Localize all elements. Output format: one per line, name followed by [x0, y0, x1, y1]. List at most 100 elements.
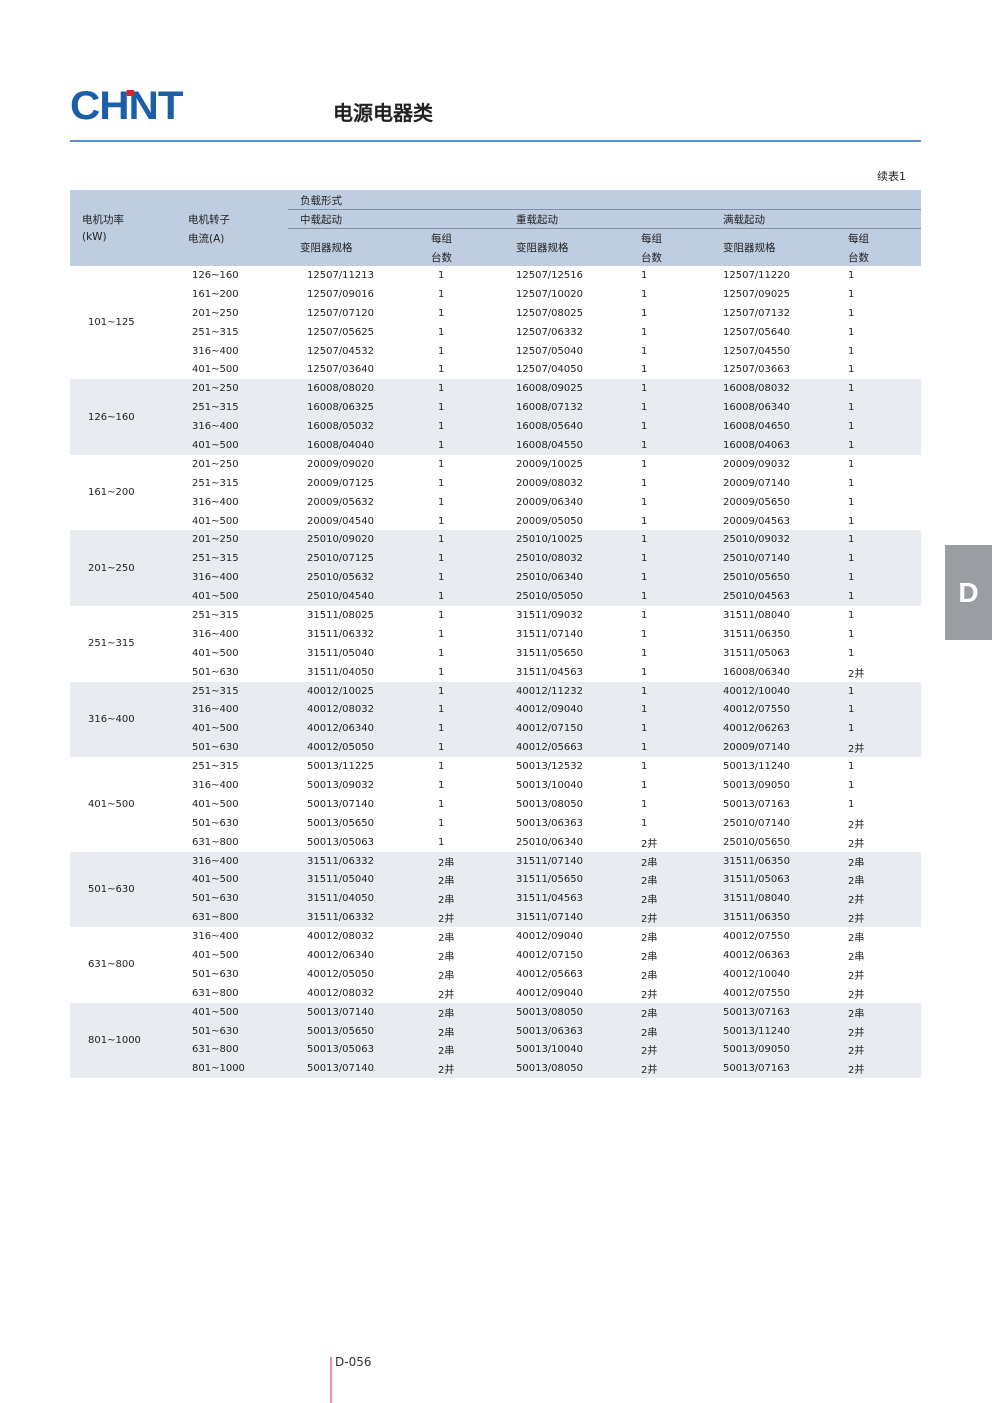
heavy-count-cell: 1 — [641, 609, 648, 621]
table-row: 401~500 12507/03640 1 12507/04050 1 12507/036… — [70, 360, 921, 379]
medium-spec-cell: 12507/04532 — [307, 345, 374, 357]
header-motor-power: 电机功率 — [82, 214, 124, 226]
heavy-spec-cell: 50013/08050 — [506, 1002, 630, 1022]
table-row: 401~500 20009/04540 1 20009/05050 1 20009/045… — [70, 512, 921, 531]
heavy-spec-cell: 40012/11232 — [506, 681, 630, 701]
header-count-2b: 台数 — [641, 252, 662, 264]
heavy-count-cell: 1 — [641, 345, 648, 357]
motor-power-cell: 501~630 — [70, 851, 175, 928]
rotor-current-cell: 631~800 — [175, 1040, 288, 1060]
full-count-cell: 2串 — [835, 1002, 921, 1022]
medium-spec-cell: 12507/03640 — [307, 364, 374, 376]
full-count-cell: 1 — [835, 417, 921, 437]
full-count-cell: 2并 — [848, 668, 865, 680]
heavy-spec-cell: 12507/10020 — [516, 288, 583, 300]
full-spec-cell: 31511/05063 — [723, 647, 790, 659]
table-row: 316~400 12507/04532 1 12507/05040 1 12507/045… — [70, 342, 921, 361]
heavy-spec-cell: 31511/07140 — [506, 908, 630, 928]
full-count-cell: 1 — [848, 288, 855, 300]
medium-count-cell: 1 — [423, 681, 506, 701]
medium-count-cell: 1 — [423, 417, 506, 437]
heavy-spec-cell: 25010/10025 — [506, 530, 630, 550]
medium-spec-cell: 40012/05050 — [288, 738, 423, 758]
heavy-count-cell: 1 — [630, 549, 710, 569]
rotor-current-cell: 631~800 — [192, 987, 239, 999]
motor-power-cell: 101~125 — [88, 317, 135, 329]
rotor-current-cell: 251~315 — [192, 477, 239, 489]
rotor-current-cell: 401~500 — [175, 719, 288, 739]
full-count-cell: 2并 — [835, 889, 921, 909]
rotor-current-cell: 126~160 — [192, 269, 239, 281]
heavy-spec-cell: 20009/06340 — [516, 496, 583, 508]
rotor-current-cell: 401~500 — [192, 515, 239, 527]
medium-count-cell: 1 — [423, 398, 506, 418]
medium-count-cell: 2串 — [438, 970, 455, 982]
rotor-current-cell: 251~315 — [192, 326, 239, 338]
full-spec-cell: 50013/11240 — [710, 1021, 835, 1041]
full-spec-cell: 50013/09050 — [723, 779, 790, 791]
medium-spec-cell: 31511/05040 — [288, 870, 423, 890]
medium-count-cell: 1 — [438, 761, 445, 773]
table-row: 401~500 31511/05040 2串 31511/05650 2串 31511/0… — [70, 870, 921, 890]
table-row: 126~160 201~250 16008/08020 1 16008/09025 1 16… — [70, 379, 921, 455]
heavy-spec-cell: 40012/09040 — [516, 931, 583, 943]
medium-spec-cell: 12507/07120 — [307, 307, 374, 319]
heavy-count-cell: 1 — [641, 269, 648, 281]
rotor-current-cell: 251~315 — [175, 398, 288, 418]
rotor-current-cell: 201~250 — [175, 379, 288, 399]
medium-spec-cell: 25010/05632 — [288, 568, 423, 588]
medium-spec-cell: 20009/09020 — [307, 458, 374, 470]
heavy-spec-cell: 25010/06340 — [506, 568, 630, 588]
heavy-spec-cell: 40012/09040 — [506, 700, 630, 720]
table-row: 631~800 316~400 40012/08032 2串 40012/09040 2串… — [70, 927, 921, 970]
heavy-spec-cell: 50013/10040 — [506, 1040, 630, 1060]
table-row: 316~400 251~315 40012/10025 1 40012/11232 1 40… — [70, 681, 921, 758]
heavy-count-cell: 1 — [630, 681, 710, 701]
rotor-current-cell: 501~630 — [175, 889, 288, 909]
heavy-count-cell: 1 — [641, 761, 648, 773]
rotor-current-cell: 251~315 — [192, 761, 239, 773]
heavy-count-cell: 1 — [641, 647, 648, 659]
rotor-current-cell: 401~500 — [192, 798, 239, 810]
full-spec-cell: 16008/04063 — [710, 436, 835, 455]
table-row: 161~200 12507/09016 1 12507/10020 1 12507/090… — [70, 285, 921, 304]
rotor-current-cell: 201~250 — [192, 458, 239, 470]
table-row: 201~250 201~250 25010/09020 1 25010/10025 1 25… — [70, 530, 921, 607]
table-row: 801~1000 401~500 50013/07140 2串 50013/08050 2… — [70, 1002, 921, 1079]
header-load-type: 负载形式 — [300, 195, 342, 207]
medium-count-cell: 1 — [438, 477, 445, 489]
rotor-current-cell: 401~500 — [192, 364, 239, 376]
full-spec-cell: 12507/11220 — [723, 269, 790, 281]
full-count-cell: 2并 — [848, 989, 865, 1001]
header-count-1a: 每组 — [431, 233, 452, 245]
medium-count-cell: 2串 — [423, 1021, 506, 1041]
heavy-spec-cell: 50013/12532 — [516, 761, 583, 773]
heavy-count-cell: 1 — [641, 477, 648, 489]
table-row: 501~630 316~400 31511/06332 2串 31511/07140 2串… — [70, 851, 921, 928]
full-spec-cell: 50013/07163 — [710, 1059, 835, 1079]
header-spec-2: 变阻器规格 — [516, 242, 569, 254]
table-row: 401~500 25010/04540 1 25010/05050 1 25010/045… — [70, 587, 921, 607]
heavy-spec-cell: 12507/06332 — [516, 326, 583, 338]
heavy-spec-cell: 16008/07132 — [506, 398, 630, 418]
heavy-count-cell: 2并 — [630, 1059, 710, 1079]
medium-count-cell: 1 — [423, 549, 506, 569]
heavy-count-cell: 1 — [641, 628, 648, 640]
heavy-spec-cell: 16008/05640 — [506, 417, 630, 437]
full-count-cell: 1 — [835, 379, 921, 399]
header-line — [288, 209, 921, 210]
heavy-spec-cell: 40012/07150 — [506, 719, 630, 739]
full-spec-cell: 16008/06340 — [723, 666, 790, 678]
full-count-cell: 1 — [835, 436, 921, 455]
table-row: 801~1000 50013/07140 2并 50013/08050 2并 50013/… — [70, 1059, 921, 1079]
rotor-current-cell: 201~250 — [192, 307, 239, 319]
heavy-spec-cell: 50013/06363 — [506, 1021, 630, 1041]
medium-count-cell: 1 — [438, 817, 445, 829]
rotor-current-cell: 316~400 — [175, 851, 288, 871]
heavy-spec-cell: 31511/07140 — [516, 628, 583, 640]
heavy-count-cell: 1 — [630, 568, 710, 588]
full-spec-cell: 31511/06350 — [710, 851, 835, 871]
table-row: 631~800 50013/05063 1 25010/06340 2并 25010/05… — [70, 833, 921, 852]
medium-spec-cell: 25010/09020 — [288, 530, 423, 550]
full-spec-cell: 20009/07140 — [723, 477, 790, 489]
